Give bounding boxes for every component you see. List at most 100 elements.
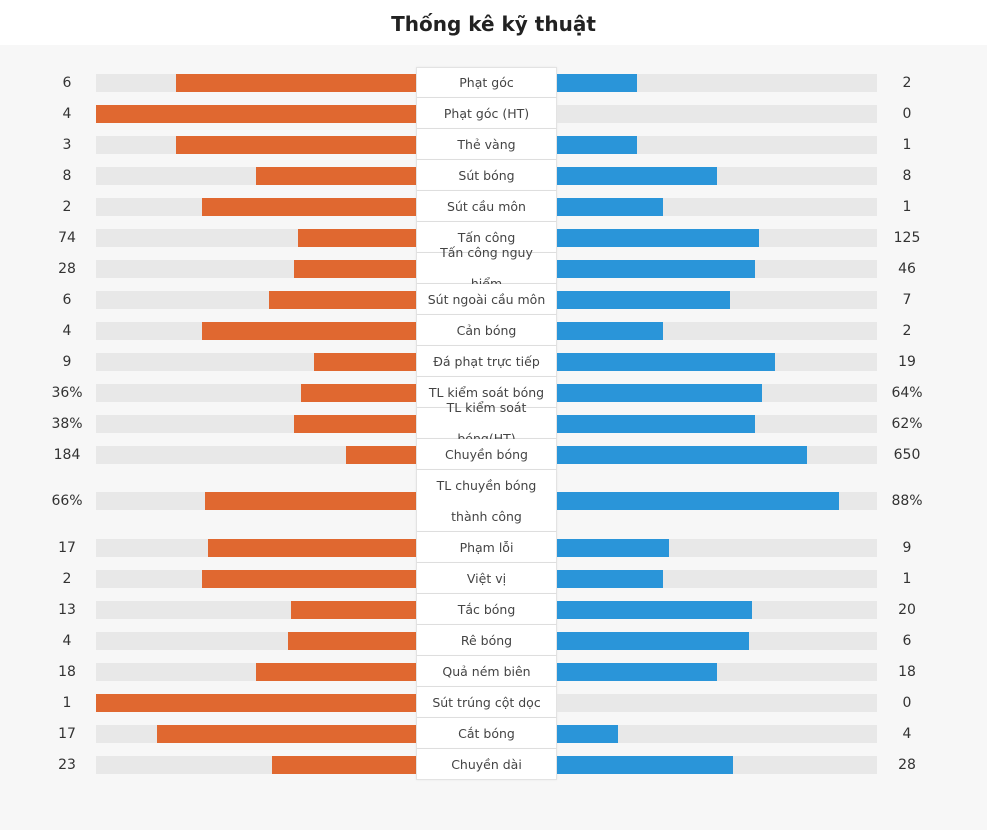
home-bar-track [96, 492, 416, 510]
stat-row: 6 Phạt góc 2 [0, 67, 987, 98]
home-value: 8 [62, 167, 72, 184]
away-bar-track [557, 693, 877, 712]
stat-label: Sút trúng cột dọc [416, 687, 557, 718]
stat-label: Thẻ vàng [416, 129, 557, 160]
away-value: 46 [898, 260, 916, 277]
stat-label: Rê bóng [416, 625, 557, 656]
away-bar [557, 352, 775, 371]
away-bar [557, 166, 717, 185]
stat-label: Tấn công [416, 222, 557, 253]
away-bar-track [557, 290, 877, 309]
stat-row: 184 Chuyền bóng 650 [0, 439, 987, 470]
home-value: 1 [62, 694, 72, 711]
home-value: 6 [62, 74, 72, 91]
stat-row: 8 Sút bóng 8 [0, 160, 987, 191]
stat-row: 38% TL kiểm soát bóng(HT) 62% [0, 400, 987, 446]
home-value: 38% [51, 415, 83, 432]
away-bar-track [557, 662, 877, 681]
home-value: 4 [62, 632, 72, 649]
away-bar [557, 321, 663, 340]
home-value: 18 [58, 663, 76, 680]
home-value: 184 [53, 446, 81, 463]
home-bar [256, 662, 416, 681]
away-value: 0 [902, 694, 912, 711]
away-bar [557, 197, 663, 216]
stat-row: 2 Sút cầu môn 1 [0, 191, 987, 222]
stat-row: 1 Sút trúng cột dọc 0 [0, 687, 987, 718]
stat-label: Phạm lỗi [416, 532, 557, 563]
away-value: 1 [902, 136, 912, 153]
stat-row: 36% TL kiểm soát bóng 64% [0, 377, 987, 408]
home-bar [208, 538, 416, 557]
away-value: 19 [898, 353, 916, 370]
stat-label: Tấn công nguy hiểm [416, 245, 557, 291]
away-bar [557, 383, 762, 402]
away-bar-track [557, 600, 877, 619]
stat-row: 3 Thẻ vàng 1 [0, 129, 987, 160]
stat-label: Chuyền bóng [416, 439, 557, 470]
home-bar [204, 492, 416, 510]
away-bar [557, 755, 733, 774]
away-value: 2 [902, 322, 912, 339]
away-bar-track [557, 755, 877, 774]
home-bar-track [96, 631, 416, 650]
stat-row: 4 Rê bóng 6 [0, 625, 987, 656]
away-bar-track [557, 259, 877, 278]
away-bar-track [557, 631, 877, 650]
home-bar [256, 166, 416, 185]
home-bar-track [96, 259, 416, 278]
home-bar [291, 600, 416, 619]
away-bar [557, 631, 749, 650]
away-bar-track [557, 352, 877, 371]
home-bar-track [96, 755, 416, 774]
home-bar [201, 321, 416, 340]
home-bar [201, 197, 416, 216]
away-value: 18 [898, 663, 916, 680]
away-value: 88% [891, 493, 923, 509]
stat-row: 74 Tấn công 125 [0, 222, 987, 253]
home-bar [297, 228, 416, 247]
stat-label: TL chuyền bóng thành công [416, 470, 557, 532]
away-value: 28 [898, 756, 916, 773]
stat-row: 4 Phạt góc (HT) 0 [0, 98, 987, 129]
away-value: 0 [902, 105, 912, 122]
stat-label: Đá phạt trực tiếp [416, 346, 557, 377]
home-bar-track [96, 290, 416, 309]
away-bar [557, 445, 807, 464]
away-bar-track [557, 445, 877, 464]
away-bar [557, 569, 663, 588]
home-bar-track [96, 73, 416, 92]
home-bar [268, 290, 416, 309]
stat-label: Sút bóng [416, 160, 557, 191]
home-bar-track [96, 166, 416, 185]
home-bar [201, 569, 416, 588]
stat-label: Phạt góc (HT) [416, 98, 557, 129]
home-bar [176, 135, 416, 154]
away-bar-track [557, 492, 877, 510]
away-bar-track [557, 724, 877, 743]
home-bar [96, 104, 416, 123]
home-value: 6 [62, 291, 72, 308]
home-bar [96, 693, 416, 712]
away-value: 2 [902, 74, 912, 91]
home-bar [272, 755, 416, 774]
stat-label: Phạt góc [416, 67, 557, 98]
away-bar-track [557, 73, 877, 92]
home-bar-track [96, 600, 416, 619]
stat-row: 4 Cản bóng 2 [0, 315, 987, 346]
away-bar [557, 414, 756, 433]
home-bar [294, 259, 416, 278]
away-bar-track [557, 166, 877, 185]
away-bar [557, 492, 839, 510]
stat-row: 6 Sút ngoài cầu môn 7 [0, 284, 987, 315]
stat-row: 23 Chuyền dài 28 [0, 749, 987, 780]
away-bar-track [557, 414, 877, 433]
away-value: 62% [891, 415, 923, 432]
home-bar-track [96, 414, 416, 433]
away-bar [557, 228, 759, 247]
home-bar [288, 631, 416, 650]
away-bar-track [557, 569, 877, 588]
stat-label: Sút ngoài cầu môn [416, 284, 557, 315]
away-bar-track [557, 383, 877, 402]
page-title: Thống kê kỹ thuật [391, 12, 596, 36]
